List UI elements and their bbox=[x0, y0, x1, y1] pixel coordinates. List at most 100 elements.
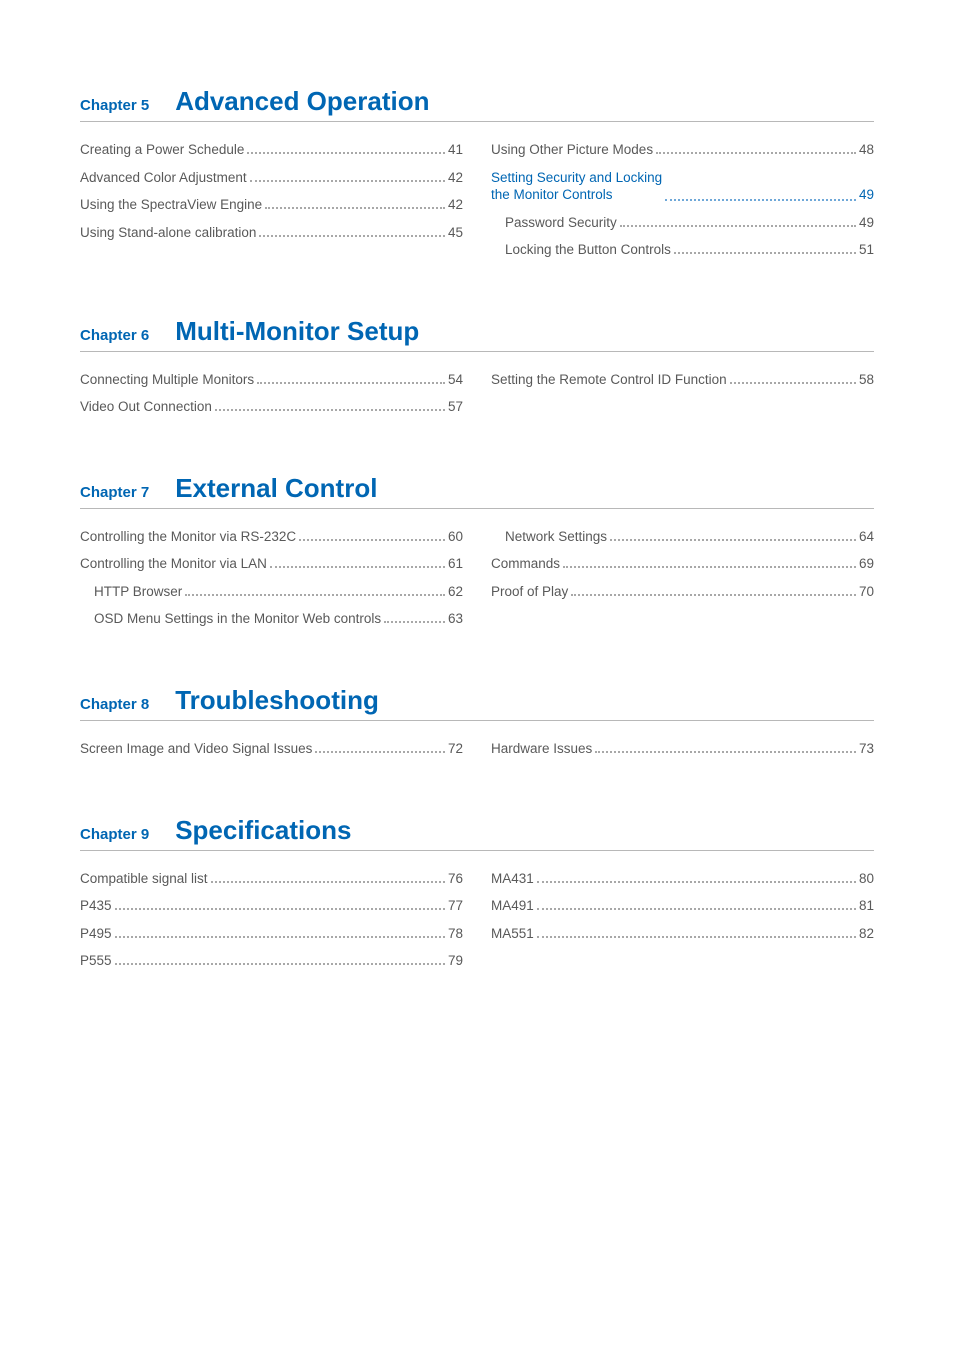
toc-entry-page: 45 bbox=[448, 224, 463, 242]
toc-leader-dots bbox=[384, 612, 445, 623]
toc-entry[interactable]: Network Settings64 bbox=[491, 523, 874, 551]
toc-leader-dots bbox=[115, 926, 445, 937]
toc-columns: Screen Image and Video Signal Issues 72 Ha… bbox=[80, 735, 874, 763]
toc-leader-dots bbox=[730, 372, 856, 383]
toc-entry-page: 42 bbox=[448, 169, 463, 187]
toc-leader-dots bbox=[656, 143, 856, 154]
toc-columns: Connecting Multiple Monitors54Video Out … bbox=[80, 366, 874, 421]
toc-entry-page: 73 bbox=[859, 740, 874, 758]
toc-leader-dots bbox=[563, 557, 856, 568]
toc-entry[interactable]: OSD Menu Settings in the Monitor Web con… bbox=[80, 605, 463, 633]
toc-leader-dots bbox=[265, 198, 445, 209]
toc-entry-page: 60 bbox=[448, 528, 463, 546]
toc-entry[interactable]: HTTP Browser 62 bbox=[80, 578, 463, 606]
toc-leader-dots bbox=[537, 871, 856, 882]
toc-entry-label: Proof of Play bbox=[491, 583, 568, 601]
toc-leader-dots bbox=[315, 742, 445, 753]
toc-entry-label: Network Settings bbox=[491, 528, 607, 546]
toc-entry[interactable]: Setting Security and Locking the Monitor… bbox=[491, 164, 874, 209]
toc-leader-dots bbox=[257, 372, 445, 383]
toc-column: Using Other Picture Modes48 Setting Secur… bbox=[491, 136, 874, 264]
toc-entry-label: OSD Menu Settings in the Monitor Web con… bbox=[80, 610, 381, 628]
toc-entry-page: 51 bbox=[859, 241, 874, 259]
toc-entry-page: 41 bbox=[448, 141, 463, 159]
toc-entry[interactable]: MA43180 bbox=[491, 865, 874, 893]
toc-entry-page: 58 bbox=[859, 371, 874, 389]
chapter-label[interactable]: Chapter 6 bbox=[80, 327, 149, 344]
toc-leader-dots bbox=[610, 529, 856, 540]
toc-column: Setting the Remote Control ID Function58 bbox=[491, 366, 874, 421]
toc-entry[interactable]: Controlling the Monitor via RS-232C 60 bbox=[80, 523, 463, 551]
toc-entry-label: Connecting Multiple Monitors bbox=[80, 371, 254, 389]
toc-entry[interactable]: Screen Image and Video Signal Issues 72 bbox=[80, 735, 463, 763]
toc-entry-page: 76 bbox=[448, 870, 463, 888]
chapter-title[interactable]: Advanced Operation bbox=[175, 86, 429, 117]
chapter-label[interactable]: Chapter 7 bbox=[80, 484, 149, 501]
toc-entry[interactable]: Commands69 bbox=[491, 550, 874, 578]
toc-entry-label: Locking the Button Controls bbox=[491, 241, 671, 259]
toc-entry[interactable]: Proof of Play70 bbox=[491, 578, 874, 606]
toc-entry-page: 77 bbox=[448, 897, 463, 915]
toc-entry[interactable]: Setting the Remote Control ID Function58 bbox=[491, 366, 874, 394]
toc-entry-page: 72 bbox=[448, 740, 463, 758]
toc-entry-page: 62 bbox=[448, 583, 463, 601]
toc-column: Hardware Issues 73 bbox=[491, 735, 874, 763]
toc-entry-label: HTTP Browser bbox=[80, 583, 182, 601]
chapter-label[interactable]: Chapter 8 bbox=[80, 696, 149, 713]
toc-column: Creating a Power Schedule 41 Advanced Colo… bbox=[80, 136, 463, 264]
toc-entry[interactable]: Using Stand-alone calibration45 bbox=[80, 219, 463, 247]
toc-leader-dots bbox=[537, 926, 856, 937]
toc-entry-label: Controlling the Monitor via RS-232C bbox=[80, 528, 296, 546]
toc-column: Network Settings64Commands69Proof of Pla… bbox=[491, 523, 874, 633]
toc-leader-dots bbox=[115, 954, 445, 965]
toc-entry-label: Screen Image and Video Signal Issues bbox=[80, 740, 312, 758]
toc-column: Screen Image and Video Signal Issues 72 bbox=[80, 735, 463, 763]
toc-entry[interactable]: Locking the Button Controls 51 bbox=[491, 236, 874, 264]
chapter-header: Chapter 9 Specifications bbox=[80, 815, 874, 851]
chapter-title[interactable]: Troubleshooting bbox=[175, 685, 379, 716]
toc-leader-dots bbox=[185, 584, 445, 595]
toc-leader-dots bbox=[537, 899, 856, 910]
toc-entry[interactable]: Using the SpectraView Engine42 bbox=[80, 191, 463, 219]
toc-entry-page: 78 bbox=[448, 925, 463, 943]
toc-entry[interactable]: Controlling the Monitor via LAN61 bbox=[80, 550, 463, 578]
toc-leader-dots bbox=[215, 400, 445, 411]
toc-entry-label: Advanced Color Adjustment bbox=[80, 169, 247, 187]
toc-entry-label: Commands bbox=[491, 555, 560, 573]
chapter-block: Chapter 8 Troubleshooting Screen Image and… bbox=[80, 685, 874, 763]
toc-entry-page: 48 bbox=[859, 141, 874, 159]
toc-entry-page: 81 bbox=[859, 897, 874, 915]
toc-leader-dots bbox=[250, 170, 445, 181]
chapter-label[interactable]: Chapter 5 bbox=[80, 97, 149, 114]
toc-entry[interactable]: P49578 bbox=[80, 920, 463, 948]
toc-columns: Compatible signal list76P43577P49578P555… bbox=[80, 865, 874, 975]
toc-leader-dots bbox=[299, 529, 445, 540]
toc-entry[interactable]: Video Out Connection57 bbox=[80, 393, 463, 421]
toc-entry-label: Hardware Issues bbox=[491, 740, 592, 758]
chapter-title[interactable]: Multi-Monitor Setup bbox=[175, 316, 419, 347]
chapter-label[interactable]: Chapter 9 bbox=[80, 826, 149, 843]
toc-leader-dots bbox=[620, 215, 856, 226]
toc-entry[interactable]: Using Other Picture Modes48 bbox=[491, 136, 874, 164]
toc-entry-label: Setting Security and Locking the Monitor… bbox=[491, 169, 662, 204]
chapter-title[interactable]: Specifications bbox=[175, 815, 351, 846]
toc-entry[interactable]: Compatible signal list 76 bbox=[80, 865, 463, 893]
toc-entry-label: Password Security bbox=[491, 214, 617, 232]
toc-entry[interactable]: Creating a Power Schedule 41 bbox=[80, 136, 463, 164]
toc-entry[interactable]: Hardware Issues 73 bbox=[491, 735, 874, 763]
toc-entry-page: 57 bbox=[448, 398, 463, 416]
toc-entry-label: MA491 bbox=[491, 897, 534, 915]
toc-entry[interactable]: MA491 81 bbox=[491, 892, 874, 920]
toc-entry[interactable]: Password Security49 bbox=[491, 209, 874, 237]
toc-entry[interactable]: P55579 bbox=[80, 947, 463, 975]
toc-entry-label: P555 bbox=[80, 952, 112, 970]
toc-columns: Creating a Power Schedule 41 Advanced Colo… bbox=[80, 136, 874, 264]
toc-entry[interactable]: MA55182 bbox=[491, 920, 874, 948]
toc-entry[interactable]: Connecting Multiple Monitors54 bbox=[80, 366, 463, 394]
toc-entry[interactable]: Advanced Color Adjustment 42 bbox=[80, 164, 463, 192]
toc-entry[interactable]: P43577 bbox=[80, 892, 463, 920]
chapter-title[interactable]: External Control bbox=[175, 473, 377, 504]
toc-entry-label: Compatible signal list bbox=[80, 870, 208, 888]
toc-entry-label: Creating a Power Schedule bbox=[80, 141, 244, 159]
chapter-header: Chapter 6 Multi-Monitor Setup bbox=[80, 316, 874, 352]
